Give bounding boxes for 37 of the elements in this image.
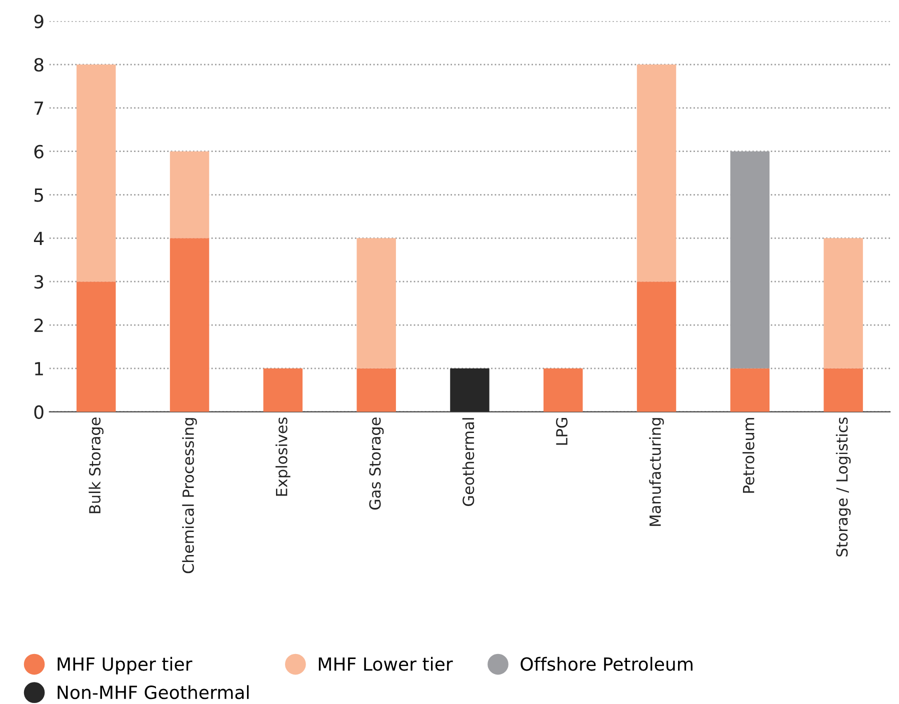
x-tick-label: Petroleum <box>742 418 754 493</box>
y-tick-label: 5 <box>34 188 44 202</box>
x-tick-label: LPG <box>556 418 568 445</box>
y-tick-label: 1 <box>35 362 43 376</box>
y-tick-label: 7 <box>34 102 44 115</box>
bar <box>636 64 676 282</box>
bar <box>76 64 116 282</box>
x-tick-label: Gas Storage <box>369 418 384 510</box>
x-tick-label: Chemical Processing <box>182 418 197 574</box>
bar <box>76 282 116 412</box>
x-tick-label: Manufacturing <box>649 418 664 526</box>
x-tick-label: Bulk Storage <box>88 418 104 514</box>
legend-label: Offshore Petroleum <box>520 656 692 671</box>
bar <box>450 368 490 412</box>
y-tick-label: 9 <box>34 14 44 28</box>
x-tick-label: Storage / Logistics <box>836 417 851 556</box>
bar <box>263 368 303 412</box>
y-tick-label: 4 <box>34 232 44 246</box>
y-tick-label: 8 <box>34 58 44 72</box>
x-tick-label: Explosives <box>276 417 290 496</box>
bar <box>824 368 863 412</box>
y-tick-label: 2 <box>34 318 43 332</box>
y-tick-label: 3 <box>34 275 44 289</box>
legend-label: MHF Lower tier <box>318 656 453 671</box>
bar <box>356 238 396 368</box>
bar <box>636 282 676 412</box>
bar <box>544 368 583 412</box>
bar <box>170 238 210 412</box>
y-tick-label: 0 <box>34 405 44 419</box>
legend-label: MHF Upper tier <box>58 656 192 674</box>
bar <box>170 151 210 238</box>
x-tick-label: Geothermal <box>462 418 474 506</box>
legend-label: Non-MHF Geothermal <box>58 685 249 700</box>
bar <box>730 368 770 412</box>
bar <box>824 238 863 368</box>
bar <box>356 368 396 412</box>
y-tick-label: 6 <box>34 144 44 158</box>
